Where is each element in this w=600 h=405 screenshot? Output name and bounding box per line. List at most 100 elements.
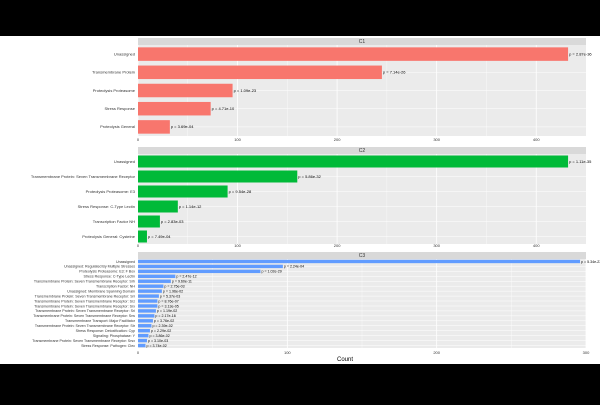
bar [138,47,569,61]
x-tick-label: 100 [234,243,241,248]
y-tick-label: Transmembrane Protein: Seven Transmembra… [32,339,135,343]
bar [138,274,176,279]
x-tick-label: 100 [234,137,241,142]
y-tick-label: Proteolysis Proteasome: E3 [86,189,136,194]
bar [138,101,211,116]
bar [138,170,298,183]
bar-label: p = 5.86e-32 [298,174,321,179]
bar-label: p = 3.86e-02 [149,334,169,338]
bar [138,324,152,328]
bar-label: p = 2.47e-12 [176,275,196,279]
y-tick-label: Unassigned [114,51,135,56]
x-tick-label: 300 [433,243,440,248]
x-tick-label: 200 [433,350,440,355]
bar-label: p = 9.60e-11 [172,280,192,284]
y-tick-label: Stress Response: C-Type Lectin [78,204,135,209]
bar [138,294,159,298]
bar [138,343,146,348]
y-tick-label: Proteolysis General: Cysteine [82,234,135,239]
bar-label: p = 4.71e-10 [212,106,235,111]
bar [138,230,147,243]
x-tick-label: 400 [533,243,540,248]
bar-label: p = 2.17e-16 [155,314,175,318]
bar-label: p = 2.83e-03 [161,219,184,224]
bar [138,120,170,134]
bar [138,215,160,228]
y-tick-label: Transmembrane Protein: Seven Transmembra… [35,324,136,328]
facet-label: C2 [359,148,366,154]
y-tick-label: Unassigned: Regulated By Multiple Stress… [64,265,135,269]
bar [138,269,261,274]
y-tick-label: Transcription Factor NH [93,219,135,224]
y-tick-label: Unassigned: Membrane Spanning Domain [67,289,135,293]
bar [138,185,228,198]
y-tick-label: Transmembrane Protein: Seven Transmembra… [34,304,135,308]
bar-label: p = 3.69e-04 [171,124,194,129]
bar [138,279,171,283]
y-tick-label: Stress Response: C-Type Lectin [83,275,135,279]
bar [138,289,162,293]
plot-panel [138,154,586,244]
y-tick-label: Transmembrane Protein: Seven Transmembra… [35,309,135,313]
y-tick-label: Transmembrane Protein: Seven Transmembra… [33,314,135,318]
y-tick-label: Proteolysis General [100,124,135,129]
bar-label: p = 5.34e-23 [581,260,600,264]
y-tick-label: Signaling: Phosphatase: Y [93,334,136,338]
x-tick-label: 100 [284,350,291,355]
bar-label: p = 3.74e-02 [146,344,166,348]
facet-panel-c2: C2 0 100 200 300 400 Unassigned p = 1.11e-35 Tra… [31,147,592,248]
facet-panel-c1: C1 0 100 200 300 400 Unassigned p = 2.87e-36 Tra… [92,38,592,142]
bar [138,155,569,168]
bar-label: p = 3.76e-02 [154,319,174,323]
bar-label: p = 2.29e-02 [151,329,171,333]
x-tick-label: 0 [137,350,140,355]
bar-label: p = 1.96e-02 [163,289,183,293]
x-tick-label: 200 [334,137,341,142]
bar-label: p = 7.14e-26 [383,70,406,75]
y-tick-label: Transmembrane Transport: Major Facilitat… [65,319,136,323]
bar-label: p = 2.75e-03 [164,284,184,288]
bar [138,65,382,80]
bar [138,309,156,313]
y-tick-label: Transmembrane Protein: Seven Transmembra… [31,174,136,179]
bar [138,314,155,318]
facet-strip [138,38,586,45]
bar-label: p = 1.09e-23 [234,88,257,93]
x-tick-label: 0 [137,243,140,248]
bar [138,333,149,338]
facet-strip [138,252,586,259]
bar [138,338,147,343]
x-tick-label: 300 [583,350,590,355]
bar [138,319,153,323]
y-tick-label: Transmembrane Protein: Seven Transmembra… [34,299,135,303]
y-tick-label: Stress Response [105,106,136,111]
bar [138,83,233,98]
bar-label: p = 5.37e-03 [160,294,180,298]
x-tick-label: 300 [433,137,440,142]
facet-strip [138,147,586,154]
y-tick-label: Transmembrane Protein [92,70,135,75]
bar-label: p = 9.54e-28 [229,189,252,194]
y-tick-label: Stress Response: Pathogen: Clec [81,344,135,348]
bar-label: p = 1.02e-29 [261,270,281,274]
bar-label: p = 2.24e-04 [284,265,304,269]
y-tick-label: Unassigned [114,159,135,164]
bar-label: p = 1.11e-35 [569,159,592,164]
y-tick-label: Transmembrane Protein: Seven Transmembra… [34,280,135,284]
bar-label: p = 3.10e-03 [148,339,168,343]
bar-label: p = 1.14e-12 [179,204,202,209]
y-tick-label: Transcription Factor: NH [96,284,135,288]
x-axis-title: Count [337,357,353,363]
y-tick-label: Proteolysis Proteasome [93,88,136,93]
facet-label: C3 [359,253,366,259]
y-tick-label: Proteolysis Proteasome: E3: F Box [79,270,135,274]
bar [138,259,581,264]
bar-label: p = 7.49e-04 [148,234,171,239]
y-tick-label: Unassigned [116,260,135,264]
bar [138,299,158,303]
bar-label: p = 1.19e-02 [157,309,177,313]
y-tick-label: Transmembrane Protein: Seven Transmembra… [35,294,136,298]
x-tick-label: 200 [334,243,341,248]
